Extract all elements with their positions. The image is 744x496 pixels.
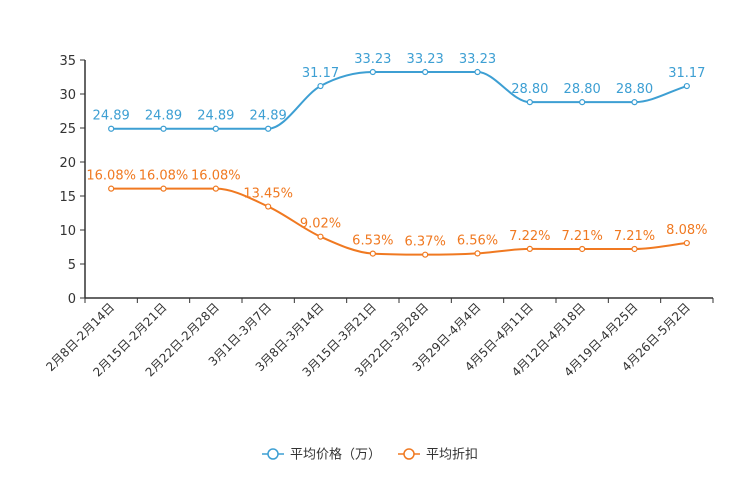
legend-marker [403, 448, 415, 460]
y-tick-label: 10 [59, 224, 76, 239]
data-point [631, 99, 638, 106]
y-tick-label: 30 [59, 88, 76, 103]
data-label: 9.02% [300, 217, 341, 232]
legend-marker [267, 448, 279, 460]
data-label: 7.21% [614, 229, 655, 244]
data-point [474, 250, 481, 257]
data-label: 16.08% [139, 169, 189, 184]
legend-item-1: 平均价格（万） [262, 447, 381, 463]
data-label: 7.21% [562, 229, 603, 244]
legend-item-2: 平均折扣 [398, 448, 478, 463]
data-label: 6.37% [405, 235, 446, 250]
data-label: 7.22% [509, 229, 550, 244]
data-label: 33.23 [459, 52, 496, 67]
data-label: 6.53% [352, 234, 393, 249]
series-line [111, 187, 687, 256]
data-point [212, 185, 219, 192]
y-tick-label: 15 [59, 190, 76, 205]
legend: 平均价格（万） 平均折扣 [262, 447, 478, 463]
data-point [526, 99, 533, 106]
series-1: 24.89 24.89 24.89 24.89 31.17 33.23 33.23 33.23… [93, 52, 705, 132]
data-point [212, 125, 219, 132]
legend-label: 平均折扣 [426, 448, 478, 463]
y-tick-label: 5 [68, 258, 76, 273]
data-point [160, 185, 167, 192]
data-point [265, 203, 272, 210]
data-point [579, 99, 586, 106]
data-label: 33.23 [407, 52, 444, 67]
data-point [108, 185, 115, 192]
y-tick-label: 35 [59, 54, 76, 69]
data-point [474, 68, 481, 76]
data-point [369, 68, 376, 76]
data-point [683, 82, 690, 90]
data-label: 16.08% [191, 169, 241, 184]
y-tick-label: 25 [59, 122, 76, 137]
data-point [579, 245, 586, 253]
data-label: 8.08% [666, 223, 707, 238]
data-label: 24.89 [250, 109, 287, 124]
data-point [631, 245, 638, 253]
data-label: 33.23 [354, 52, 391, 67]
data-label: 31.17 [668, 66, 705, 81]
y-tick-label: 0 [68, 292, 76, 307]
data-label: 28.80 [511, 82, 548, 97]
legend-label: 平均价格（万） [290, 447, 381, 463]
data-label: 28.80 [564, 82, 601, 97]
data-label: 24.89 [93, 109, 130, 124]
data-label: 16.08% [86, 169, 136, 184]
data-point [422, 251, 429, 258]
data-label: 31.17 [302, 66, 339, 81]
data-label: 24.89 [197, 109, 234, 124]
data-point [317, 82, 324, 90]
data-point [160, 125, 167, 132]
data-point [317, 233, 324, 240]
series-layer: 24.89 24.89 24.89 24.89 31.17 33.23 33.23 33.23… [86, 52, 707, 258]
series-2: 16.08% 16.08% 16.08%13.45%9.02%6.53% 6.37% 6… [86, 169, 707, 258]
y-tick-label: 20 [59, 156, 76, 171]
data-point [108, 125, 115, 132]
data-label: 13.45% [243, 187, 293, 202]
data-point [526, 245, 533, 253]
data-label: 28.80 [616, 82, 653, 97]
data-point [683, 239, 690, 247]
data-label: 24.89 [145, 109, 182, 124]
data-point [422, 68, 429, 76]
data-label: 6.56% [457, 233, 498, 248]
data-point [265, 125, 272, 132]
data-point [369, 250, 376, 257]
